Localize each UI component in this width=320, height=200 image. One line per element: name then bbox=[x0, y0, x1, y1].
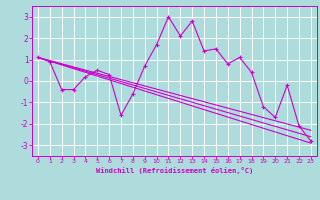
X-axis label: Windchill (Refroidissement éolien,°C): Windchill (Refroidissement éolien,°C) bbox=[96, 167, 253, 174]
